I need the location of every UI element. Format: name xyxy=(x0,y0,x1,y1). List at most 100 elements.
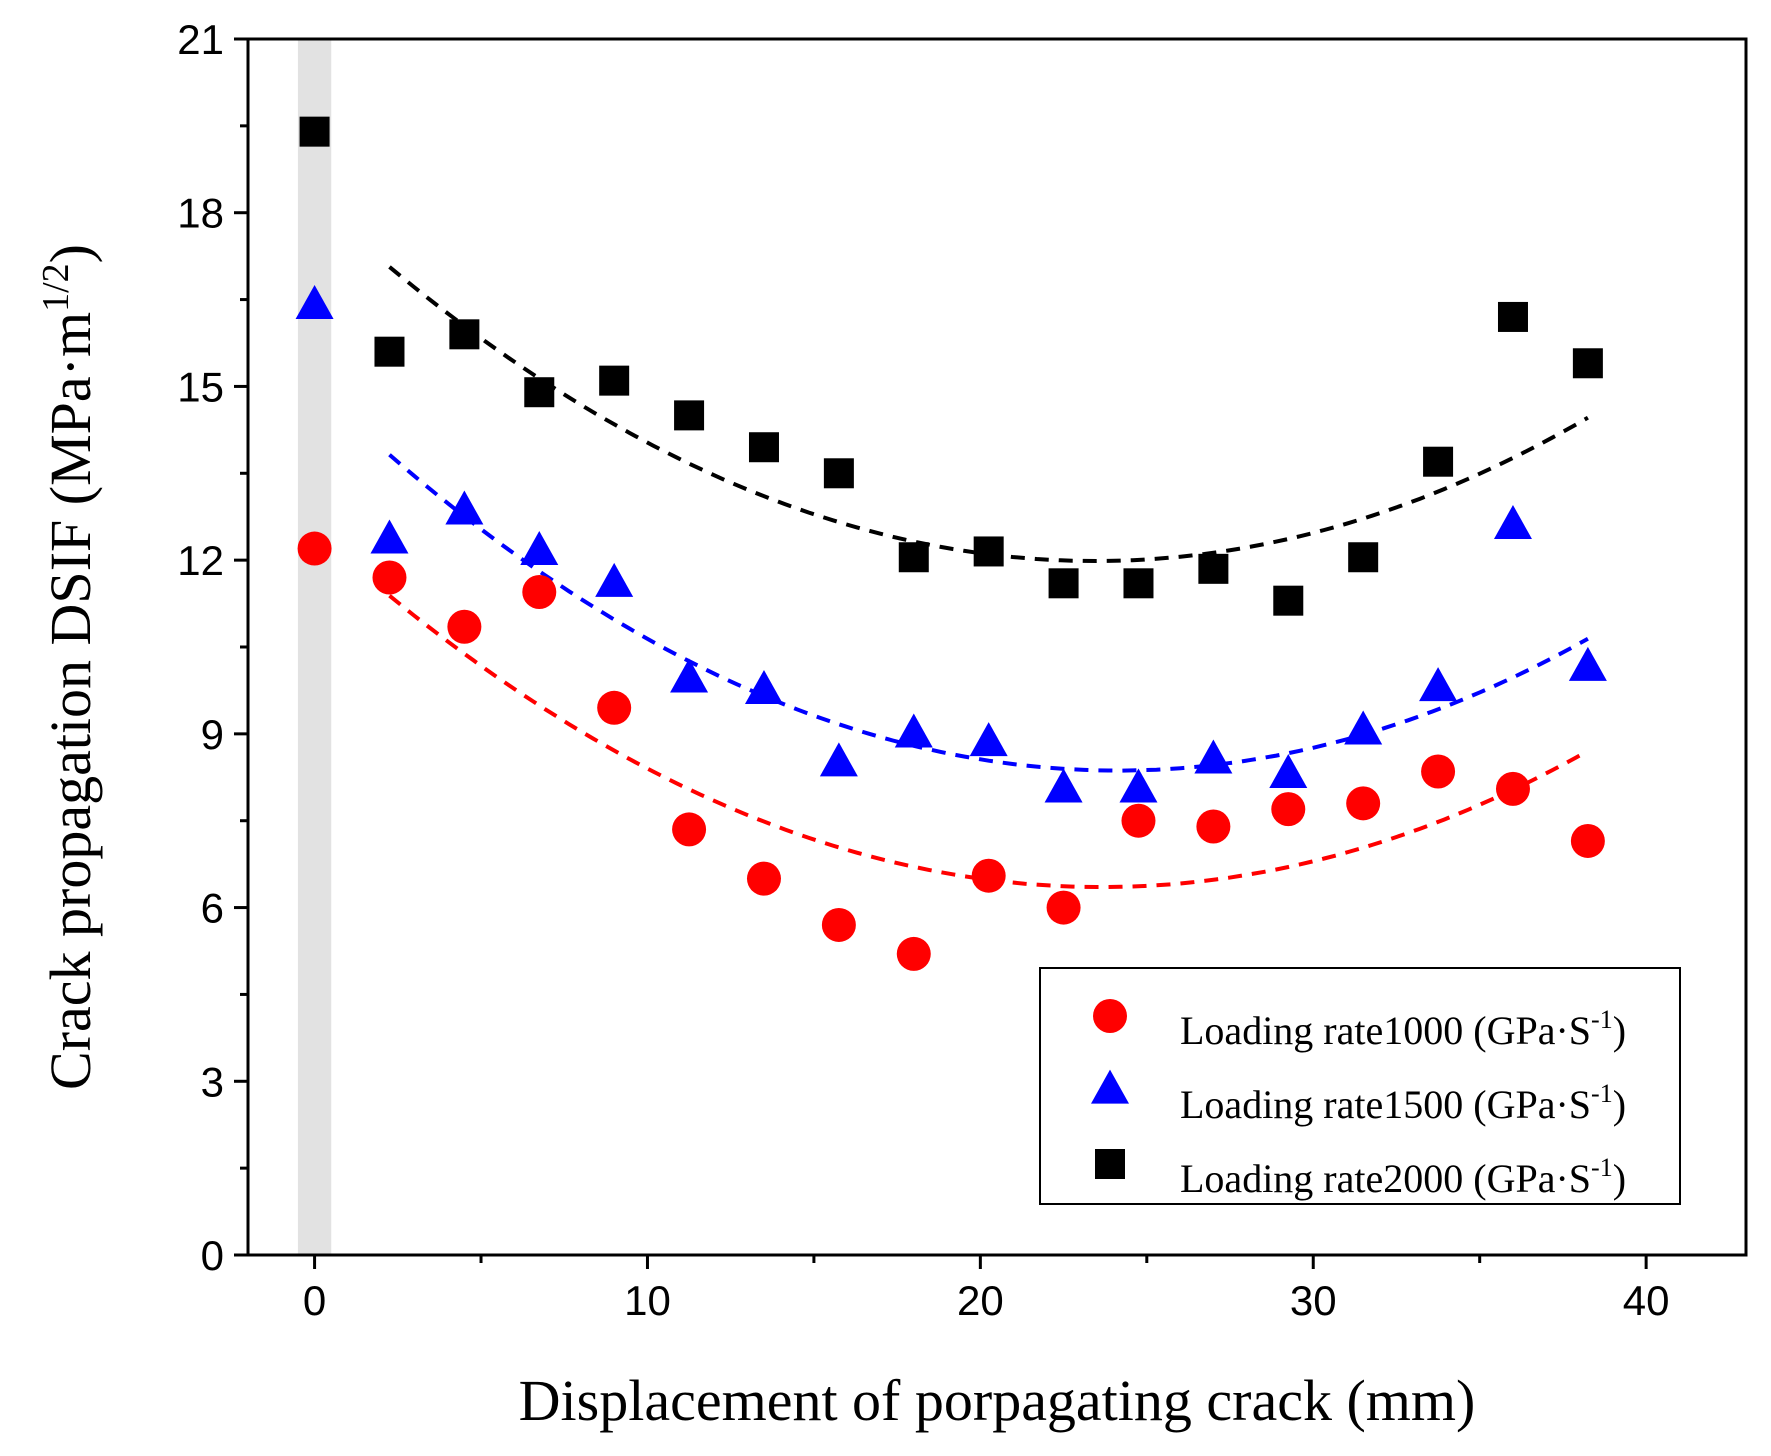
data-point xyxy=(971,858,1006,893)
x-tick-label: 20 xyxy=(957,1277,1004,1324)
data-point xyxy=(1271,792,1306,827)
data-point xyxy=(520,531,559,566)
data-point xyxy=(1421,754,1456,789)
data-point xyxy=(1570,823,1605,858)
data-markers xyxy=(295,116,1607,971)
legend-unit-sup: -1 xyxy=(1591,1005,1613,1034)
data-point xyxy=(374,336,405,367)
legend-unit-sup: -1 xyxy=(1591,1079,1613,1108)
data-point xyxy=(1493,505,1532,539)
fit-curve xyxy=(388,453,1589,773)
highlight-band xyxy=(297,39,332,1255)
legend-marker xyxy=(1095,1149,1125,1179)
data-point xyxy=(898,542,929,573)
highlight-band-layer xyxy=(297,39,332,1255)
legend-unit: (GPa·S xyxy=(1473,1082,1591,1127)
fit-curve xyxy=(388,265,1589,564)
data-point xyxy=(1346,786,1381,821)
legend-unit-close: ) xyxy=(1613,1008,1626,1053)
legend-series-name: Loading rate1000 xyxy=(1180,1008,1473,1053)
x-tick-label: 0 xyxy=(303,1277,326,1324)
data-point xyxy=(1196,809,1231,844)
data-point xyxy=(1048,568,1079,599)
data-point xyxy=(1044,768,1083,803)
data-point xyxy=(896,936,931,971)
data-point xyxy=(744,670,783,705)
data-point xyxy=(1273,585,1304,616)
data-point xyxy=(1121,803,1156,838)
data-point xyxy=(823,458,854,489)
data-point xyxy=(894,713,933,748)
data-point xyxy=(670,658,709,693)
y-tick-label: 21 xyxy=(177,16,224,63)
y-tick-label: 0 xyxy=(201,1232,224,1279)
legend: Loading rate1000 (GPa·S-1)Loading rate15… xyxy=(1039,967,1681,1205)
data-point xyxy=(445,490,484,525)
legend-unit: (GPa·S xyxy=(1473,1156,1591,1201)
y-tick-label: 18 xyxy=(177,190,224,237)
y-tick-label: 12 xyxy=(177,537,224,584)
data-point xyxy=(295,284,334,319)
data-point xyxy=(1572,348,1603,379)
data-point xyxy=(1123,568,1154,599)
data-point xyxy=(674,400,705,431)
data-point xyxy=(969,722,1008,757)
data-point xyxy=(595,562,634,597)
legend-items: Loading rate1000 (GPa·S-1)Loading rate15… xyxy=(1091,999,1626,1201)
data-point xyxy=(1497,301,1528,332)
data-point xyxy=(821,907,856,942)
legend-unit-close: ) xyxy=(1613,1082,1626,1127)
data-point xyxy=(1198,553,1229,584)
legend-unit-close: ) xyxy=(1613,1156,1626,1201)
y-tick-label: 9 xyxy=(201,711,224,758)
data-point xyxy=(449,319,480,350)
y-axis-title: Crack propagation DSIF (MPa·m1/2) xyxy=(35,244,103,1090)
x-tick-label: 10 xyxy=(624,1277,671,1324)
data-point xyxy=(524,377,555,408)
y-tick-label: 15 xyxy=(177,363,224,410)
legend-marker xyxy=(1093,999,1127,1033)
legend-label: Loading rate1500 (GPa·S-1) xyxy=(1180,1079,1626,1127)
data-point xyxy=(1419,667,1458,702)
y-tick-label: 6 xyxy=(201,885,224,932)
data-point xyxy=(1046,890,1081,925)
data-point xyxy=(1119,768,1158,803)
fit-curve xyxy=(388,594,1589,889)
axis-ticks: 0 10 20 30 40 0 3 6 9 12 15 18 21 xyxy=(177,16,1669,1324)
legend-series-name: Loading rate2000 xyxy=(1180,1156,1473,1201)
fit-curves xyxy=(388,265,1589,889)
data-point xyxy=(819,742,858,777)
legend-box xyxy=(1039,967,1681,1205)
data-point xyxy=(748,432,779,463)
data-point xyxy=(522,574,557,609)
data-point xyxy=(447,609,482,644)
legend-series-name: Loading rate1500 xyxy=(1180,1082,1473,1127)
legend-marker xyxy=(1091,1069,1129,1104)
y-tick-label: 3 xyxy=(201,1058,224,1105)
data-point xyxy=(299,116,330,147)
data-point xyxy=(370,519,409,554)
data-point xyxy=(1344,710,1383,745)
data-point xyxy=(1269,753,1308,788)
data-point xyxy=(1194,739,1233,774)
x-axis-title: Displacement of porpagating crack (mm) xyxy=(519,1368,1476,1433)
legend-label: Loading rate2000 (GPa·S-1) xyxy=(1180,1153,1626,1201)
data-point xyxy=(1423,446,1454,477)
legend-unit-sup: -1 xyxy=(1591,1153,1613,1182)
x-tick-label: 30 xyxy=(1290,1277,1337,1324)
data-point xyxy=(746,861,781,896)
data-point xyxy=(599,365,630,396)
data-point xyxy=(297,531,332,566)
data-point xyxy=(597,690,632,725)
y-axis-title-main: Crack propagation DSIF (MPa·m xyxy=(38,312,103,1090)
data-point xyxy=(1568,646,1607,681)
data-point xyxy=(1348,542,1379,573)
y-axis-title-close: ) xyxy=(38,244,103,263)
data-point xyxy=(973,536,1004,567)
data-point xyxy=(672,812,707,847)
legend-label: Loading rate1000 (GPa·S-1) xyxy=(1180,1005,1626,1053)
x-tick-label: 40 xyxy=(1623,1277,1670,1324)
data-point xyxy=(1495,771,1530,806)
y-axis-title-sup: 1/2 xyxy=(35,263,77,312)
